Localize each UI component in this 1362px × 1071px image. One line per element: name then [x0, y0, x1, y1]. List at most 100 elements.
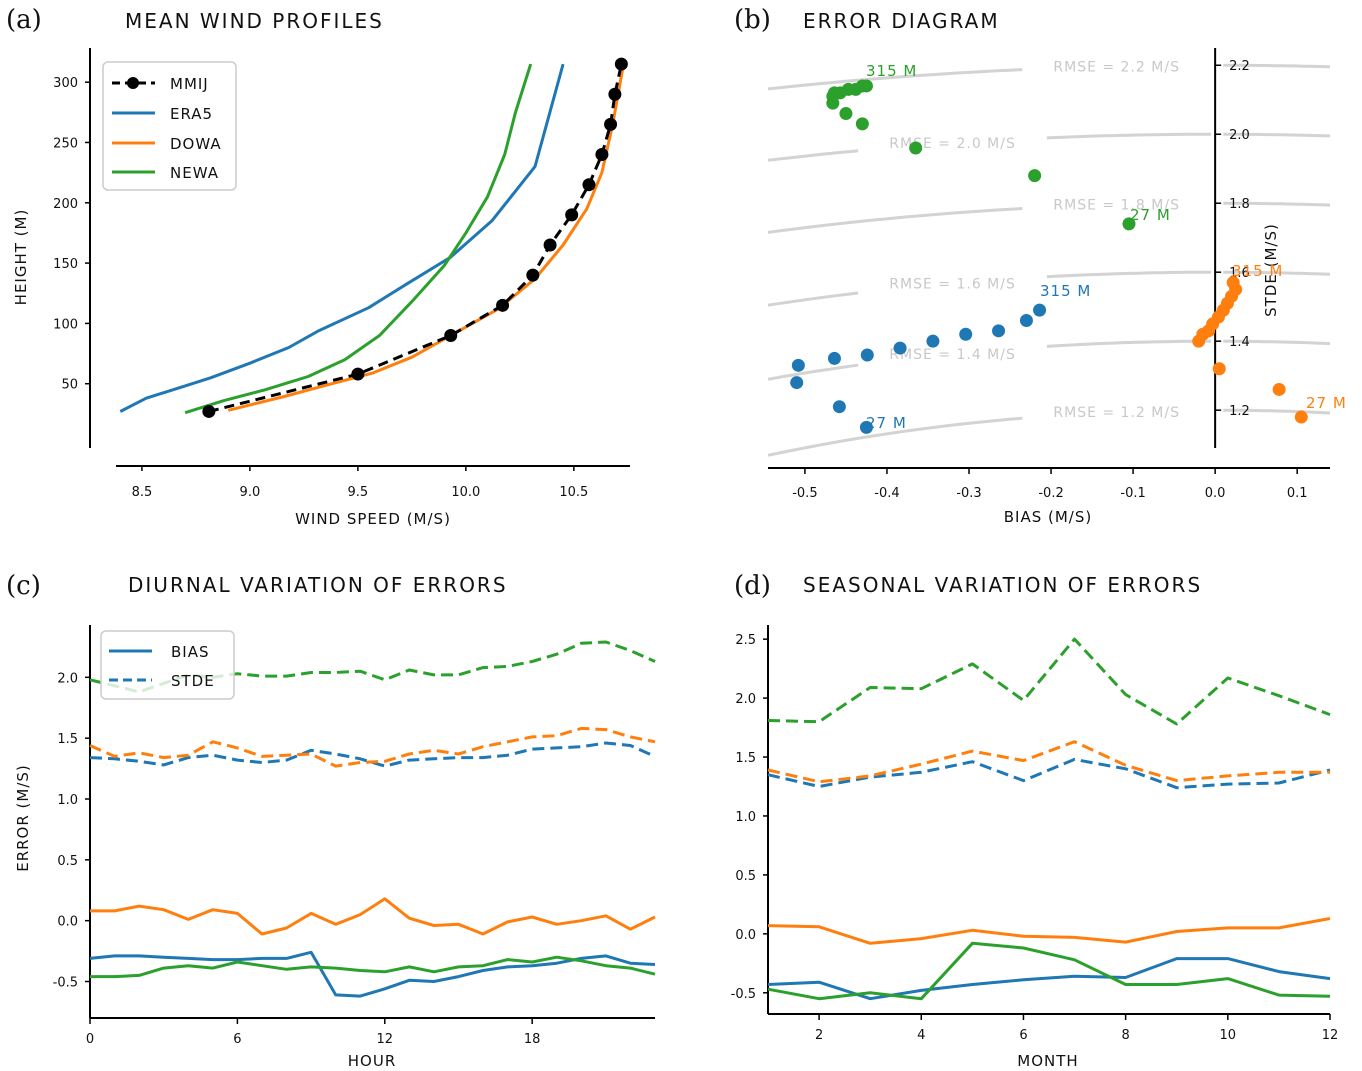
marker-mmij	[608, 87, 622, 101]
y-tick-label: -0.5	[731, 987, 756, 1002]
point-era5	[860, 348, 874, 362]
legend-label-stde: STDE	[171, 672, 215, 690]
panel-b-title: ERROR DIAGRAM	[803, 9, 1000, 33]
rmse-label: RMSE = 1.2 M/S	[1053, 405, 1180, 421]
marker-mmij	[351, 367, 365, 381]
panel-c-ylabel: ERROR (M/S)	[14, 764, 32, 872]
y-tick-label: 2.0	[735, 692, 756, 707]
panel-a-label: (a)	[6, 5, 42, 35]
rmse-contour	[1046, 132, 1211, 140]
point-newa	[855, 117, 869, 131]
panel-d-axes: 2 4 6 8 10 12 -0.5 0.0 0.5 1.0 1.5 2.0 2.5	[731, 625, 1339, 1043]
era5-label-315m: 315 M	[1040, 282, 1091, 300]
line-newa-bias	[767, 941, 1331, 1001]
x-tick-label: -0.2	[1038, 486, 1063, 501]
point-newa	[1122, 217, 1136, 231]
panel-a-axes: 8.5 9.0 9.5 10.0 10.5 50 100 150 200 250 300	[53, 48, 630, 500]
marker-mmij	[496, 298, 510, 312]
panel-c-axes: 0 6 12 18 -0.5 0.0 0.5 1.0 1.5 2.0	[53, 625, 655, 1047]
y-tick-label: 1.0	[57, 793, 78, 808]
x-tick-label: 10.5	[559, 485, 588, 500]
y-tick-label: 2.0	[1229, 128, 1250, 143]
line-newa-stde	[767, 637, 1331, 726]
dowa-label-315m: 315 M	[1232, 262, 1283, 280]
y-tick-label: 0.0	[57, 915, 78, 930]
legend-label-newa: NEWA	[170, 164, 219, 182]
line-newa	[184, 63, 533, 415]
panel-a-plot-area	[119, 57, 628, 418]
x-tick-label: -0.5	[792, 486, 817, 501]
line-newa-bias	[90, 955, 656, 979]
x-tick-label: 8.5	[132, 485, 153, 500]
x-tick-label: -0.3	[956, 486, 981, 501]
legend-label-bias: BIAS	[171, 643, 210, 661]
rmse-contour	[767, 149, 859, 162]
y-tick-label: 0.5	[57, 854, 78, 869]
y-tick-label: 50	[61, 378, 78, 393]
line-era5-stde	[89, 741, 656, 768]
rmse-contour	[767, 416, 1023, 457]
x-tick-label: 0.1	[1287, 486, 1308, 501]
x-tick-label: 9.5	[348, 485, 369, 500]
legend-marker-mmij	[127, 77, 139, 89]
y-tick-label: 1.5	[57, 732, 78, 747]
rmse-contour	[1223, 408, 1331, 415]
rmse-contour	[767, 207, 1023, 234]
point-era5	[1019, 313, 1033, 327]
rmse-contour	[1223, 270, 1331, 276]
marker-mmij	[604, 117, 618, 131]
y-tick-label: 150	[53, 257, 78, 272]
rmse-contour	[1046, 339, 1211, 348]
line-era5-bias	[767, 957, 1331, 1001]
marker-mmij	[565, 208, 579, 222]
marker-mmij	[444, 328, 458, 342]
x-tick-label: 4	[917, 1028, 925, 1043]
rmse-contour	[1223, 201, 1331, 207]
panel-b-ylabel: STDE (M/S)	[1262, 223, 1280, 317]
newa-label-27m: 27 M	[1130, 206, 1171, 224]
x-tick-label: 10.0	[451, 485, 480, 500]
point-newa	[1028, 169, 1042, 183]
rmse-contour	[1046, 270, 1211, 279]
rmse-contour	[767, 363, 859, 381]
rmse-label: RMSE = 2.2 M/S	[1053, 59, 1180, 75]
point-dowa	[1294, 410, 1308, 424]
marker-mmij	[543, 238, 557, 252]
x-tick-label: -0.4	[874, 486, 899, 501]
panel-b-rmse-contours: RMSE = 1.2 M/S RMSE = 1.4 M/S RMSE = 1.6 M…	[767, 59, 1331, 457]
line-dowa-bias	[767, 917, 1331, 945]
rmse-label: RMSE = 1.4 M/S	[889, 347, 1016, 363]
panel-a-mean-wind-profiles: (a) MEAN WIND PROFILES WIND SPEED (M/S) …	[6, 5, 630, 528]
y-tick-label: 1.4	[1229, 335, 1250, 350]
panel-b-plot-area	[790, 79, 1308, 434]
point-era5	[1033, 303, 1047, 317]
rmse-contour	[1223, 132, 1331, 138]
x-tick-label: 18	[524, 1032, 541, 1047]
point-dowa	[1272, 382, 1286, 396]
line-dowa	[227, 63, 625, 412]
x-tick-label: 12	[1322, 1028, 1339, 1043]
panel-b-error-diagram: (b) ERROR DIAGRAM BIAS (M/S) STDE (M/S) …	[734, 5, 1346, 526]
panel-c-label: (c)	[6, 571, 41, 601]
panel-c-title: DIURNAL VARIATION OF ERRORS	[128, 573, 508, 597]
rmse-contour	[767, 291, 859, 307]
marker-mmij	[595, 148, 609, 162]
y-tick-label: 1.0	[735, 810, 756, 825]
y-tick-label: 0.0	[735, 928, 756, 943]
line-dowa-stde	[767, 740, 1330, 784]
point-era5	[832, 400, 846, 414]
y-tick-label: 1.2	[1229, 404, 1250, 419]
marker-mmij	[614, 57, 628, 71]
y-tick-label: 1.8	[1229, 197, 1250, 212]
legend-box	[102, 61, 237, 191]
point-newa	[859, 79, 873, 93]
panel-d-seasonal-errors: (d) SEASONAL VARIATION OF ERRORS MONTH 2…	[731, 571, 1339, 1070]
y-tick-label: 2.5	[735, 633, 756, 648]
line-era5	[119, 63, 565, 413]
legend-box	[100, 630, 235, 700]
panel-a-legend: MMIJ ERA5 DOWA NEWA	[102, 61, 237, 191]
point-era5	[992, 324, 1006, 338]
point-dowa	[1226, 276, 1240, 290]
point-era5	[790, 376, 804, 390]
